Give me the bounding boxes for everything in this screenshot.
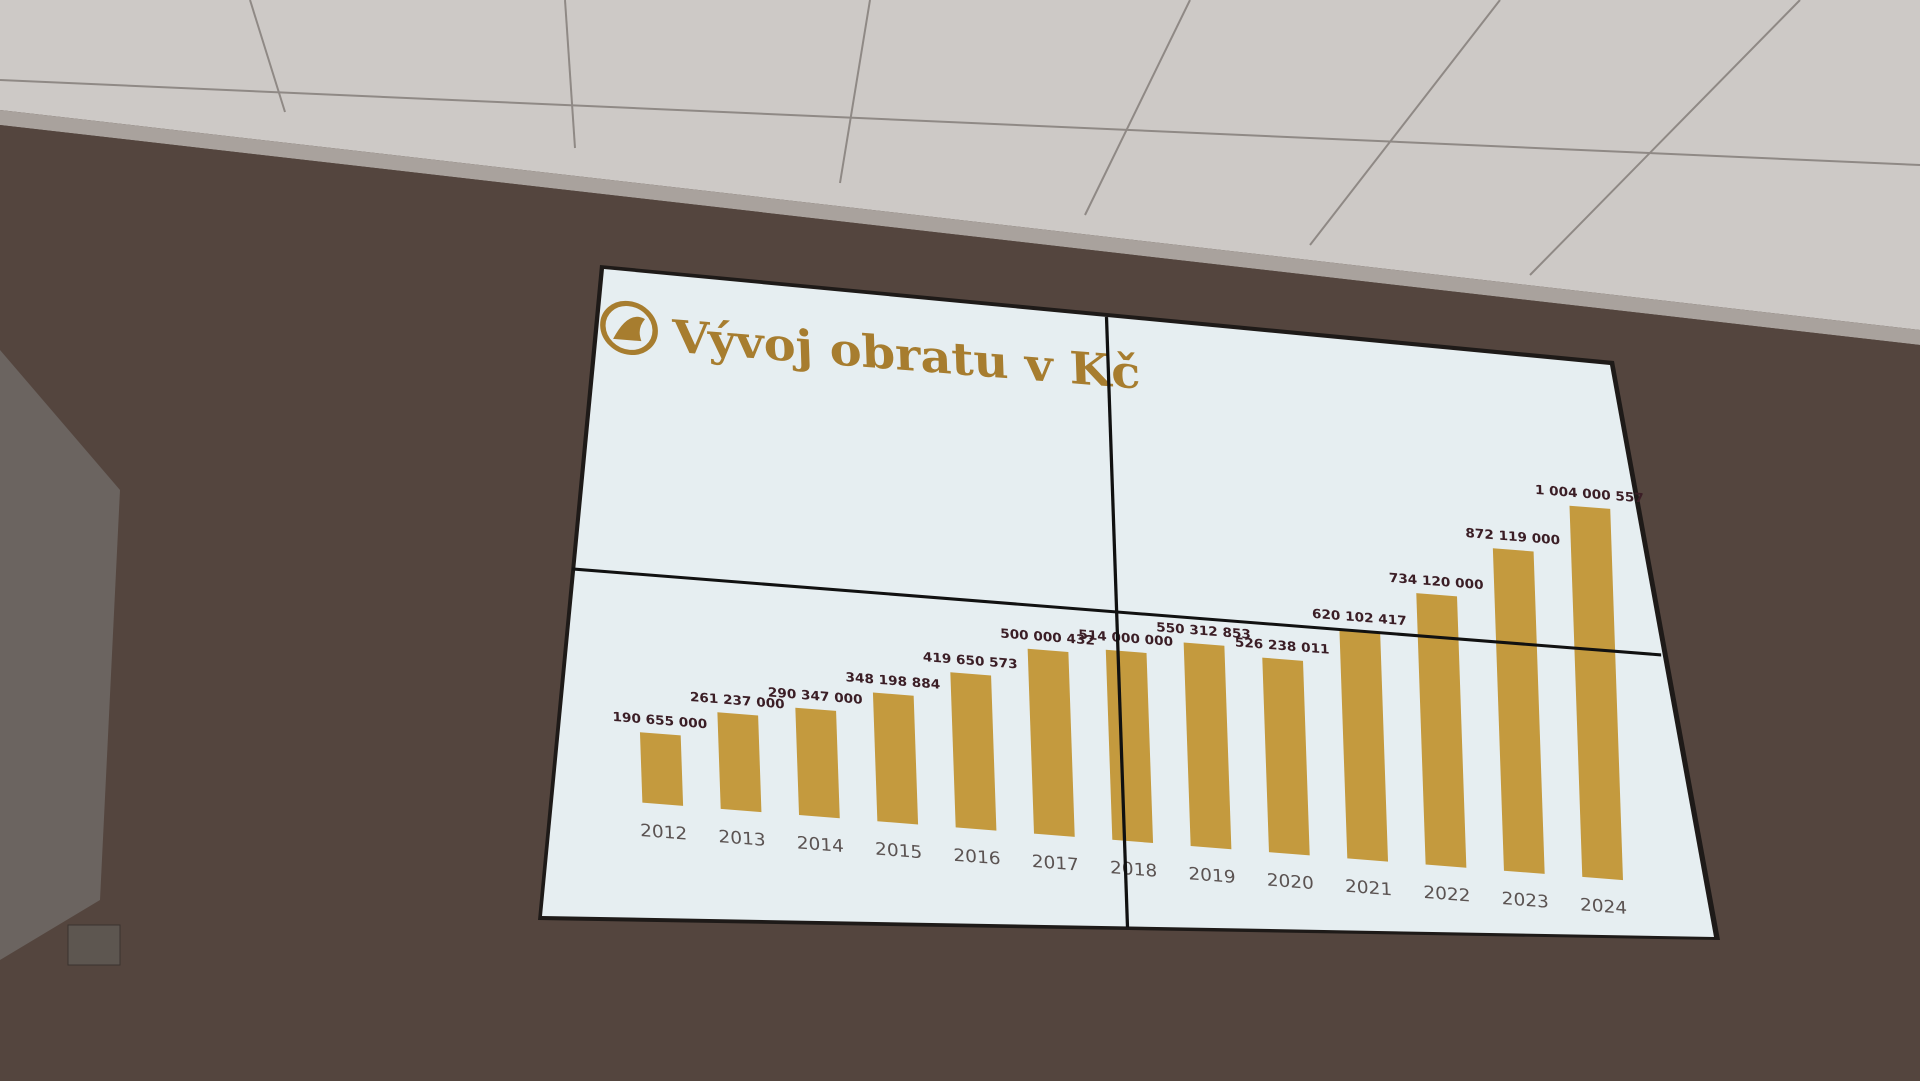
panel-seam-vertical <box>1104 316 1130 928</box>
bar-2018 <box>1105 649 1154 844</box>
bar-2015 <box>872 692 919 825</box>
logo <box>600 300 658 356</box>
bar-2012 <box>639 732 684 806</box>
x-tick-label: 2015 <box>875 839 923 863</box>
ceiling-tile-lines <box>0 0 1920 276</box>
x-tick-label: 2023 <box>1501 889 1549 913</box>
lion-head-emblem-icon <box>600 300 658 356</box>
x-tick-label: 2024 <box>1580 895 1628 919</box>
x-tick-label: 2022 <box>1423 882 1471 906</box>
lion-mane-shape <box>613 316 646 342</box>
x-tick-label: 2018 <box>1110 858 1158 882</box>
bar-2021 <box>1339 629 1389 862</box>
x-tick-label: 2021 <box>1345 876 1393 900</box>
x-tick-label: 2013 <box>718 827 766 851</box>
bar-2014 <box>795 707 840 819</box>
ceiling <box>0 0 1920 330</box>
panel-seam-horizontal <box>572 567 1662 657</box>
light-switch <box>67 924 121 966</box>
x-tick-label: 2020 <box>1266 870 1314 894</box>
x-tick-label: 2019 <box>1188 864 1236 888</box>
x-tick-label: 2014 <box>796 833 844 857</box>
bar-2017 <box>1027 648 1075 837</box>
x-tick-label: 2017 <box>1031 852 1079 876</box>
bars <box>639 505 1624 881</box>
bar-2016 <box>950 672 997 831</box>
ceiling-molding <box>0 110 1920 345</box>
bar-2023 <box>1492 548 1545 874</box>
x-tick-label: 2016 <box>953 845 1001 869</box>
bar-2013 <box>717 712 762 813</box>
bar-2020 <box>1262 657 1310 856</box>
x-tick-labels: 2012 2013 2014 2015 2016 2017 2018 2019 2020 2021… <box>640 821 1628 919</box>
bar-2019 <box>1183 642 1232 850</box>
bar-2024 <box>1569 505 1624 881</box>
side-mirror <box>0 350 120 960</box>
x-tick-label: 2012 <box>640 821 688 845</box>
bar-2022 <box>1416 593 1467 868</box>
